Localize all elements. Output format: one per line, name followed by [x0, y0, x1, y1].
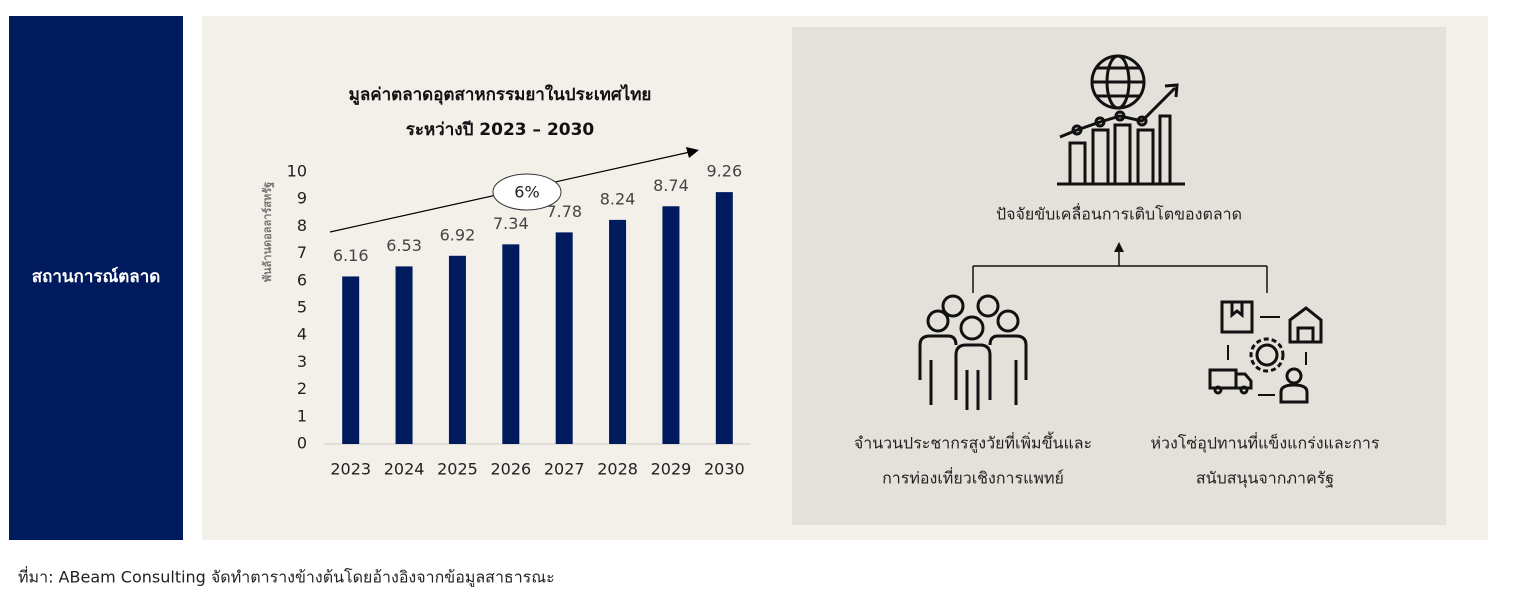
driver-text: จำนวนประชากรสูงวัยที่เพิ่มขึ้นและ: [854, 432, 1092, 454]
y-tick-label: 10: [287, 162, 307, 181]
value-label: 7.34: [493, 214, 529, 233]
bar: [662, 206, 680, 444]
y-tick-label: 9: [297, 189, 307, 208]
connector-arrow: [1114, 242, 1124, 252]
people-icon: [918, 294, 1028, 410]
driver-text: สนับสนุนจากภาครัฐ: [1196, 469, 1334, 489]
y-tick-label: 0: [297, 434, 307, 453]
driver-text: การท่องเที่ยวเชิงการแพทย์: [882, 467, 1064, 488]
supply-icon: [1208, 300, 1323, 404]
growth-bubble: [492, 173, 562, 211]
chart-subtitle: ระหว่างปี 2023 – 2030: [406, 119, 595, 140]
value-label: 6.16: [333, 246, 369, 265]
y-tick-label: 5: [297, 298, 307, 317]
value-label: 9.26: [707, 162, 743, 181]
y-tick-label: 4: [297, 325, 307, 344]
bar: [609, 219, 627, 444]
growth-annotation: 6%: [514, 183, 539, 202]
y-axis-label: พันล้านดอลลาร์สหรัฐ: [261, 182, 275, 282]
y-tick-label: 1: [297, 406, 307, 425]
x-tick-label: 2025: [437, 460, 478, 479]
drivers-title: ปัจจัยขับเคลื่อนการเติบโตของตลาด: [996, 203, 1242, 224]
value-label: 7.78: [546, 202, 582, 221]
sidebar-label: สถานการณ์ตลาด: [32, 266, 161, 287]
bar: [502, 244, 520, 444]
connector: [972, 250, 1268, 293]
arrow-head: [686, 147, 699, 158]
y-tick-label: 7: [297, 243, 307, 262]
driver-text: ห่วงโซ่อุปทานที่แข็งแกร่งและการ: [1150, 432, 1379, 454]
y-tick-label: 8: [297, 216, 307, 235]
value-label: 6.92: [440, 225, 476, 244]
value-label: 6.53: [386, 236, 422, 255]
chart-title: มูลค่าตลาดอุตสาหกรรมยาในประเทศไทย: [349, 84, 652, 106]
bar: [715, 192, 733, 444]
x-tick-label: 2026: [490, 460, 531, 479]
growth-icon: [1057, 54, 1185, 186]
y-tick-label: 6: [297, 270, 307, 289]
x-tick-label: 2023: [330, 460, 371, 479]
y-tick-label: 2: [297, 379, 307, 398]
x-tick-label: 2027: [544, 460, 585, 479]
x-tick-label: 2028: [597, 460, 638, 479]
drivers-panel: [792, 27, 1446, 525]
source-note: ที่มา: ABeam Consulting จัดทำตารางข้างต้…: [18, 566, 555, 588]
value-label: 8.24: [600, 189, 636, 208]
sidebar: [9, 16, 183, 540]
x-tick-label: 2029: [651, 460, 692, 479]
bar: [342, 276, 360, 444]
value-label: 8.74: [653, 176, 689, 195]
y-tick-label: 3: [297, 352, 307, 371]
bar: [555, 232, 573, 444]
x-tick-label: 2024: [384, 460, 425, 479]
bar: [448, 255, 466, 444]
x-tick-label: 2030: [704, 460, 745, 479]
bar: [395, 266, 413, 444]
chart: มูลค่าตลาดอุตสาหกรรมยาในประเทศไทย ระหว่า…: [261, 84, 751, 479]
